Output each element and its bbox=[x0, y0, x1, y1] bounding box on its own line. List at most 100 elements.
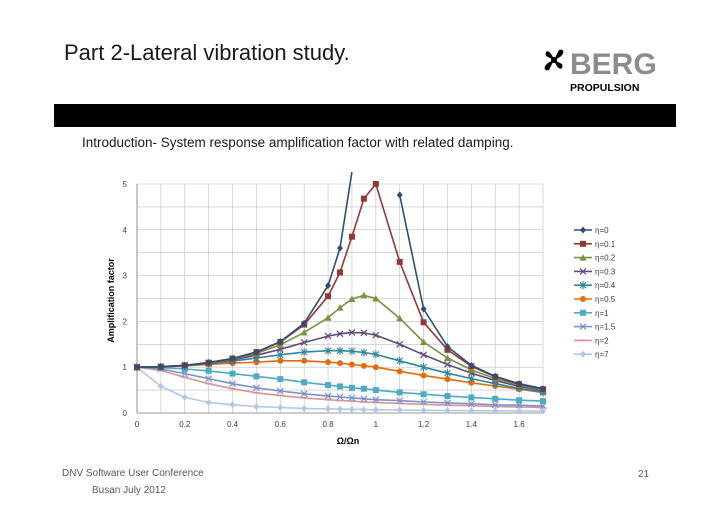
data-point bbox=[396, 406, 403, 414]
legend-marker bbox=[580, 350, 586, 358]
legend-label: η=0.4 bbox=[595, 281, 616, 290]
data-point bbox=[301, 319, 308, 327]
legend-marker bbox=[580, 309, 586, 316]
data-point bbox=[134, 363, 140, 371]
data-point bbox=[157, 382, 164, 390]
data-point bbox=[229, 370, 236, 377]
legend-label: η=0.5 bbox=[595, 295, 616, 304]
data-point bbox=[253, 359, 260, 366]
data-point bbox=[360, 348, 368, 357]
data-point bbox=[336, 346, 344, 355]
data-point bbox=[277, 404, 284, 412]
data-point bbox=[372, 295, 380, 302]
data-point bbox=[516, 397, 523, 404]
data-point bbox=[277, 357, 284, 364]
data-point bbox=[300, 348, 308, 357]
data-point bbox=[372, 350, 380, 359]
data-point bbox=[516, 380, 523, 388]
legend-marker bbox=[579, 281, 587, 290]
data-point bbox=[325, 293, 332, 300]
data-point bbox=[420, 391, 427, 398]
data-point bbox=[420, 363, 427, 372]
data-point bbox=[444, 393, 451, 400]
data-point bbox=[468, 407, 475, 415]
data-point bbox=[348, 347, 356, 356]
data-point bbox=[229, 380, 236, 388]
legend-label: η=1.5 bbox=[595, 323, 616, 332]
data-point bbox=[372, 364, 379, 371]
series-line bbox=[136, 366, 544, 409]
series-line bbox=[136, 366, 544, 412]
legend-label: η=2 bbox=[595, 336, 609, 345]
data-point bbox=[253, 403, 260, 411]
y-tick-label: 2 bbox=[123, 317, 128, 326]
data-point bbox=[276, 387, 284, 395]
x-tick-label: 0.8 bbox=[322, 420, 334, 429]
data-point bbox=[444, 343, 451, 351]
y-tick-label: 4 bbox=[123, 226, 128, 235]
data-point bbox=[492, 395, 499, 402]
data-point bbox=[325, 282, 332, 290]
data-point bbox=[540, 385, 546, 393]
legend-label: η=0.3 bbox=[595, 267, 616, 276]
legend-marker bbox=[580, 240, 586, 247]
data-point bbox=[181, 393, 188, 401]
data-point bbox=[336, 304, 344, 311]
data-point bbox=[420, 338, 428, 346]
data-point bbox=[301, 404, 308, 412]
series-line bbox=[136, 182, 544, 390]
data-point bbox=[325, 405, 332, 413]
logo-text-top: BERG bbox=[570, 48, 657, 81]
data-point bbox=[444, 399, 451, 407]
data-point bbox=[277, 376, 284, 383]
data-point bbox=[372, 181, 379, 187]
y-tick-label: 0 bbox=[123, 409, 128, 418]
data-point bbox=[301, 357, 308, 364]
legend-marker bbox=[579, 254, 587, 261]
data-point bbox=[491, 401, 499, 409]
data-point bbox=[372, 387, 379, 394]
slide-subtitle: Introduction- System response amplificat… bbox=[82, 135, 514, 150]
data-point bbox=[468, 361, 475, 369]
data-point bbox=[205, 375, 213, 383]
data-point bbox=[396, 258, 403, 265]
data-point bbox=[325, 382, 332, 389]
y-tick-label: 3 bbox=[123, 272, 128, 281]
data-point bbox=[348, 328, 356, 336]
x-axis-title: Ω/Ωn bbox=[337, 436, 359, 446]
data-point bbox=[420, 319, 427, 326]
data-point bbox=[372, 406, 379, 414]
legend-label: η=7 bbox=[595, 350, 609, 359]
data-point bbox=[157, 363, 164, 371]
legend-label: η=0 bbox=[595, 226, 609, 235]
data-point bbox=[372, 396, 380, 404]
data-point bbox=[336, 393, 344, 401]
legend-label: η=0.2 bbox=[595, 254, 616, 263]
data-point bbox=[348, 361, 355, 368]
data-point bbox=[492, 407, 499, 415]
title-banner bbox=[54, 104, 676, 127]
data-point bbox=[324, 332, 332, 340]
legend-marker bbox=[579, 323, 587, 331]
data-point bbox=[539, 402, 547, 410]
y-tick-label: 1 bbox=[123, 363, 128, 372]
data-point bbox=[360, 195, 367, 202]
data-point bbox=[396, 356, 404, 365]
data-point bbox=[253, 348, 260, 356]
x-tick-label: 1 bbox=[374, 420, 379, 429]
data-point bbox=[444, 406, 451, 414]
data-point bbox=[360, 291, 368, 299]
data-point bbox=[325, 359, 332, 366]
data-point bbox=[348, 384, 355, 391]
data-point bbox=[467, 400, 475, 408]
data-point bbox=[360, 395, 368, 403]
data-point bbox=[444, 361, 451, 368]
data-point bbox=[492, 372, 499, 380]
data-point bbox=[420, 305, 427, 313]
data-point bbox=[300, 328, 308, 336]
data-point bbox=[420, 406, 427, 414]
x-tick-label: 0.6 bbox=[275, 420, 287, 429]
legend-marker bbox=[579, 267, 587, 275]
footer-date: Busan July 2012 bbox=[92, 485, 166, 496]
footer-conference: DNV Software User Conference bbox=[62, 468, 204, 479]
